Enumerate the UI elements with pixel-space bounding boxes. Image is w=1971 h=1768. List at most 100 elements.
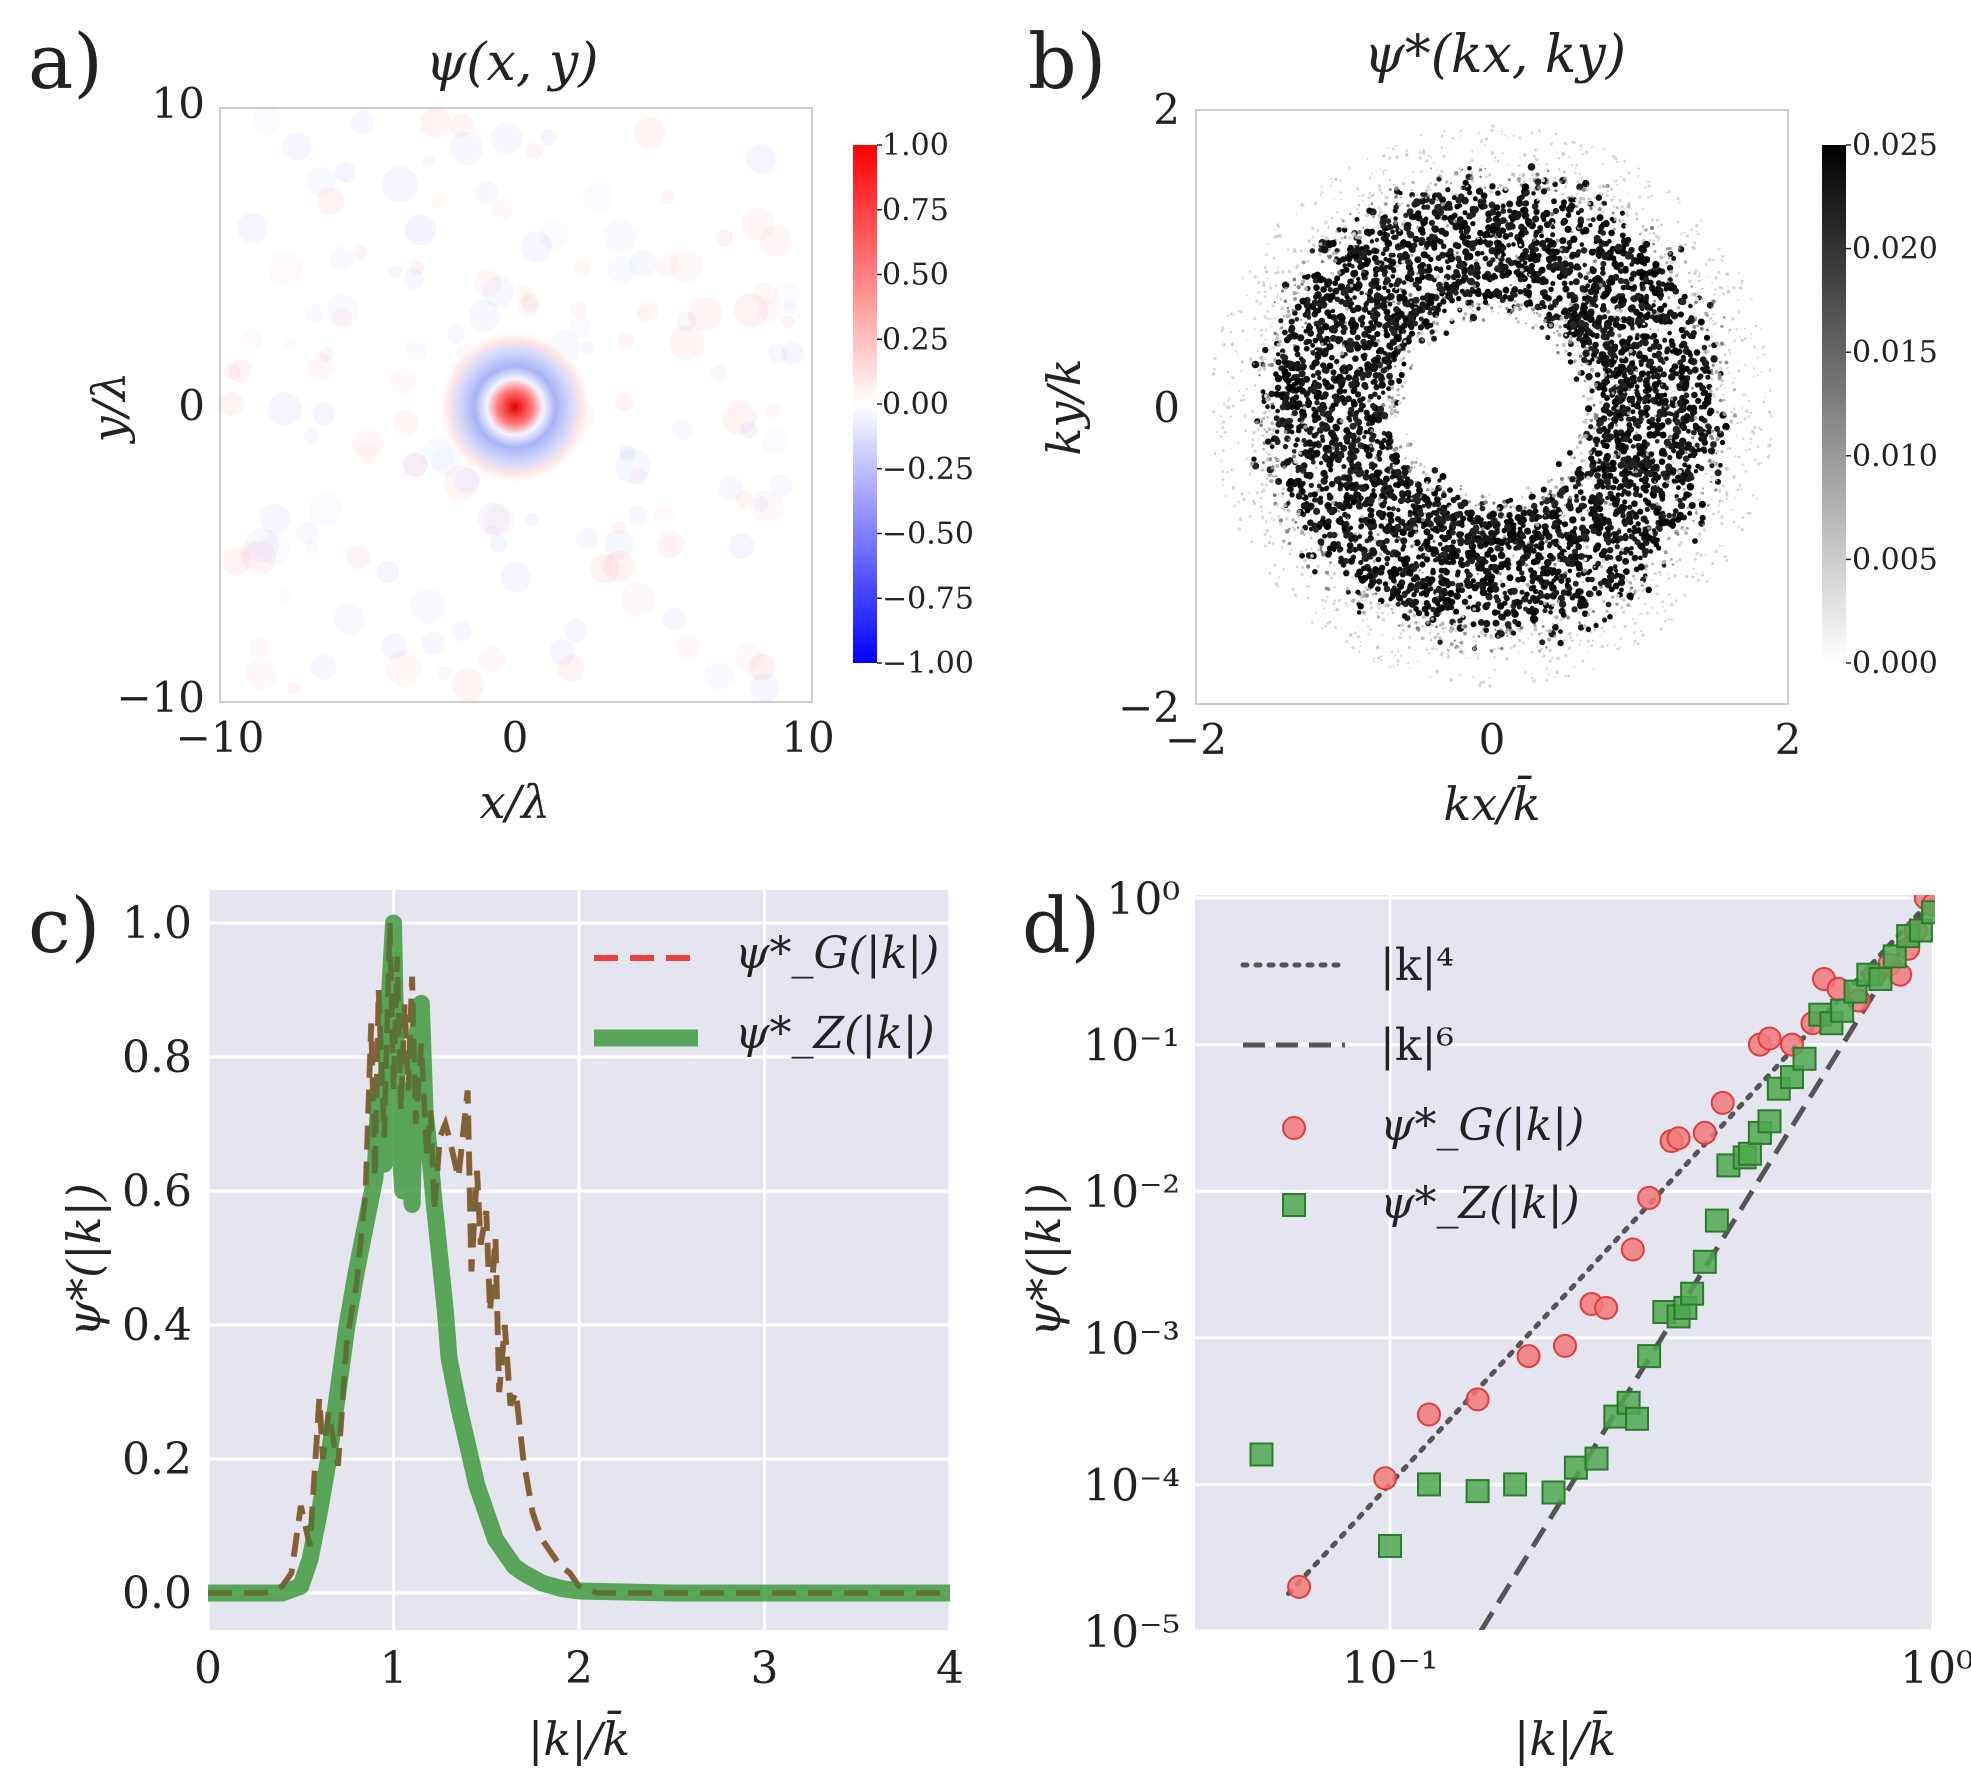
panel-a-ytick: −10 — [116, 673, 205, 722]
speckle — [1603, 452, 1612, 461]
speckle — [1375, 284, 1382, 291]
speckle — [1403, 380, 1408, 385]
speckle — [1466, 515, 1474, 523]
speckle — [1691, 386, 1694, 390]
speckle — [1330, 308, 1336, 314]
speckle — [1343, 235, 1347, 239]
speckle — [1458, 308, 1461, 311]
speckle — [1613, 273, 1620, 280]
speckle — [1522, 260, 1528, 265]
speckle — [1649, 421, 1657, 429]
colorbar-tick-label: 0.25 — [882, 322, 949, 357]
speckle — [1608, 586, 1615, 593]
speckle — [1627, 504, 1633, 510]
speckle — [1722, 393, 1725, 396]
panel-a: a) ψ(x, y) −10 0 10 10 0 −10 x/λ y/λ 1.0… — [28, 17, 974, 829]
speckle — [1589, 266, 1596, 272]
speckle — [1258, 374, 1261, 377]
speckle — [1382, 285, 1387, 291]
noise-blob — [376, 560, 400, 584]
speckle — [1411, 592, 1417, 598]
speckle — [1477, 581, 1483, 587]
speckle — [1668, 246, 1672, 251]
speckle — [1635, 431, 1638, 435]
speckle — [1575, 561, 1583, 569]
speckle — [1667, 296, 1671, 300]
speckle — [1375, 292, 1382, 299]
speckle — [1314, 431, 1319, 436]
speckle — [1595, 194, 1603, 201]
speckle — [1478, 168, 1483, 172]
speckle — [1593, 565, 1596, 568]
speckle — [1571, 606, 1578, 613]
speckle — [1482, 255, 1489, 262]
speckle — [1674, 531, 1677, 535]
speckle — [1287, 498, 1291, 502]
speckle — [1603, 406, 1609, 412]
speckle — [1455, 251, 1459, 255]
speckle — [1370, 277, 1378, 285]
speckle — [1632, 490, 1640, 498]
speckle — [1390, 608, 1393, 611]
speckle — [1320, 437, 1326, 443]
speckle — [1418, 462, 1423, 467]
speckle — [1568, 280, 1574, 286]
speckle — [1581, 197, 1586, 201]
speckle — [1547, 552, 1554, 560]
speckle — [1372, 559, 1376, 564]
speckle — [1323, 522, 1332, 531]
speckle — [1408, 277, 1415, 283]
speckle — [1285, 362, 1290, 368]
speckle — [1438, 624, 1442, 627]
speckle — [1296, 526, 1300, 529]
speckle — [1502, 233, 1510, 240]
speckle — [1615, 384, 1618, 387]
speckle — [1633, 577, 1637, 581]
speckle — [1657, 267, 1662, 273]
speckle — [1337, 270, 1342, 275]
noise-blob — [296, 521, 320, 545]
speckle — [1573, 171, 1577, 175]
speckle — [1424, 611, 1430, 617]
speckle — [1638, 233, 1642, 236]
noise-blob — [267, 392, 302, 426]
speckle — [1348, 244, 1354, 251]
speckle — [1600, 260, 1607, 267]
panel-a-xlabel: x/λ — [480, 775, 551, 829]
panel-a-central-peak — [437, 329, 593, 485]
speckle — [1357, 469, 1365, 477]
speckle — [1621, 237, 1628, 245]
speckle — [1401, 280, 1407, 285]
speckle — [1292, 277, 1297, 282]
speckle — [1655, 417, 1661, 423]
speckle — [1343, 326, 1348, 331]
speckle — [1336, 387, 1344, 395]
noise-blob — [750, 672, 780, 702]
speckle — [1306, 564, 1311, 569]
speckle — [1551, 221, 1555, 225]
speckle — [1590, 351, 1598, 358]
speckle — [1545, 532, 1553, 541]
noise-blob — [749, 653, 776, 681]
speckle — [1685, 476, 1692, 483]
speckle — [1400, 600, 1406, 606]
speckle — [1552, 624, 1559, 631]
speckle — [1407, 583, 1414, 590]
speckle — [1607, 417, 1611, 421]
speckle — [1586, 218, 1589, 221]
speckle — [1470, 221, 1476, 227]
speckle — [1352, 245, 1356, 249]
speckle — [1272, 493, 1277, 497]
speckle — [1545, 334, 1551, 341]
speckle — [1538, 266, 1546, 274]
speckle — [1560, 611, 1567, 618]
speckle — [1692, 324, 1697, 329]
speckle — [1705, 374, 1711, 380]
speckle — [1669, 557, 1673, 561]
speckle — [1429, 329, 1435, 335]
speckle — [1638, 359, 1645, 365]
speckle — [1565, 212, 1572, 218]
speckle — [1424, 472, 1429, 477]
speckle — [1603, 428, 1609, 434]
speckle — [1450, 539, 1457, 545]
